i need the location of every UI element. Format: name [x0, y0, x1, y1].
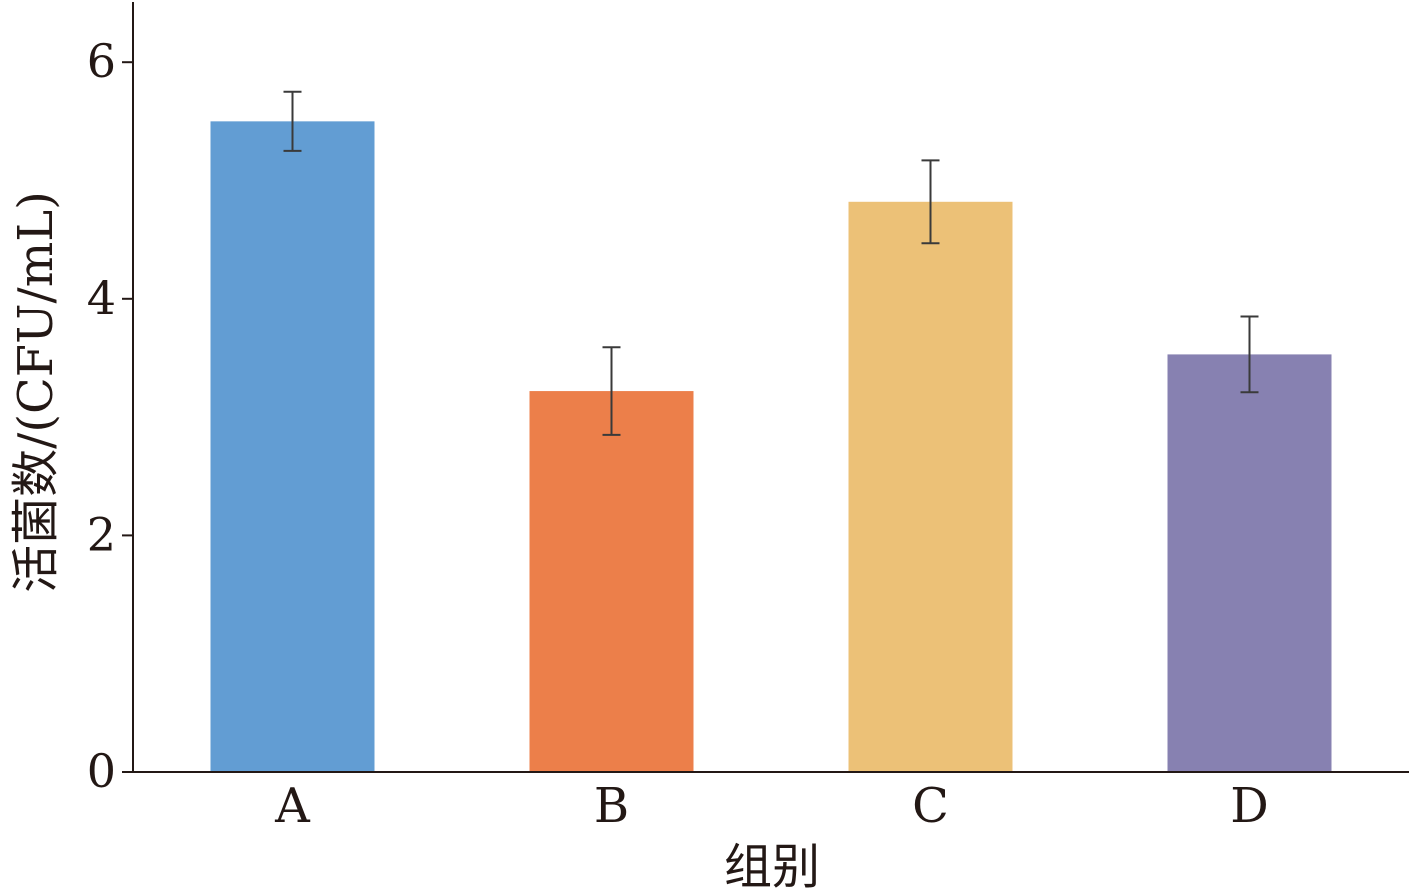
- bar-a: [210, 121, 375, 773]
- x-tick-label-a: A: [274, 778, 311, 834]
- y-tick-label: 2: [87, 507, 116, 561]
- y-ticks-group: 0 2 4 6: [87, 34, 133, 798]
- bars-group: [210, 121, 1332, 773]
- bar-b: [529, 391, 694, 772]
- x-category-labels: A B C D: [274, 778, 1269, 834]
- x-tick-label-b: B: [594, 778, 629, 834]
- axes-group: [132, 2, 1409, 773]
- y-tick-label: 0: [87, 744, 116, 798]
- y-tick-label: 4: [87, 271, 116, 325]
- x-tick-label-c: C: [912, 778, 949, 834]
- y-tick-label: 6: [87, 34, 116, 88]
- bar-d: [1167, 354, 1332, 772]
- x-tick-label-d: D: [1230, 778, 1268, 834]
- bar-c: [848, 201, 1013, 772]
- error-bars-group: [283, 90, 1259, 436]
- y-axis-label: 活菌数/(CFU/mL): [8, 191, 64, 593]
- x-axis-label: 组别: [724, 839, 820, 893]
